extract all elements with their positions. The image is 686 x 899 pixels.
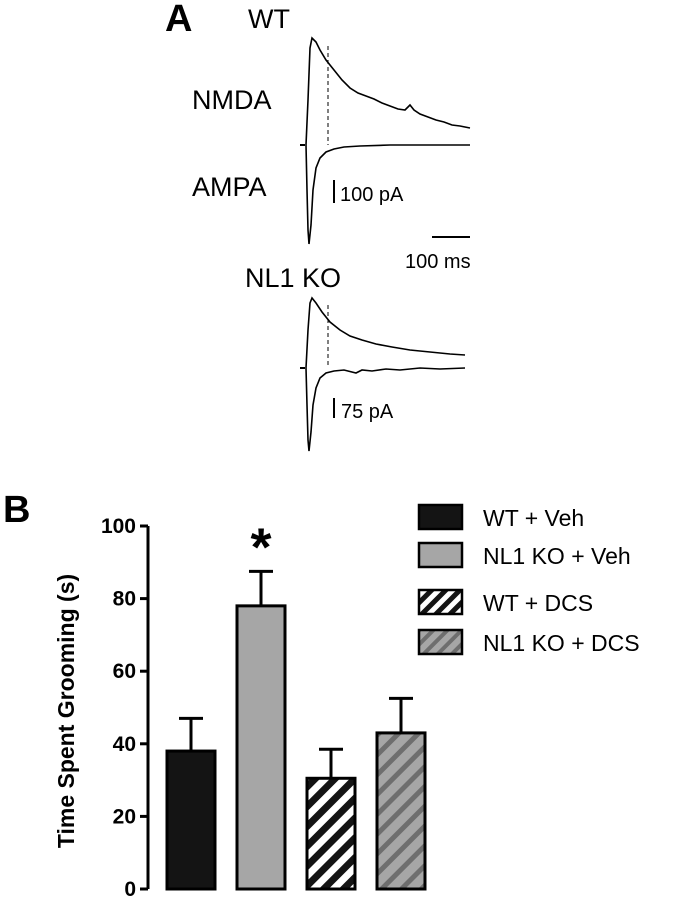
ko-ampa-trace xyxy=(305,367,466,452)
panel-b-bar-chart: B Time Spent Grooming (s) 0 20 40 60 80 100 *… xyxy=(3,489,640,899)
y-tick-label: 20 xyxy=(113,805,136,828)
bar-nl1-ko-veh xyxy=(235,604,287,891)
wt-current-scale-label: 100 pA xyxy=(340,184,404,206)
y-axis: 0 20 40 60 80 100 xyxy=(101,515,150,899)
y-tick-label: 80 xyxy=(113,588,136,611)
ampa-label: AMPA xyxy=(192,172,267,202)
nmda-label: NMDA xyxy=(192,85,272,115)
ko-current-scale-label: 75 pA xyxy=(341,401,394,423)
y-tick-label: 60 xyxy=(113,660,136,683)
panel-a-letter: A xyxy=(165,0,192,40)
y-tick-label: 0 xyxy=(124,878,136,899)
bars: * xyxy=(165,517,427,891)
wt-ampa-trace xyxy=(305,144,470,245)
legend-label: WT + Veh xyxy=(483,505,584,531)
legend-swatch xyxy=(417,541,464,569)
bar-wt-veh xyxy=(165,749,217,891)
wt-title: WT xyxy=(248,4,290,34)
time-scale-label: 100 ms xyxy=(405,251,471,273)
legend: WT + Veh NL1 KO + Veh WT + DCS NL1 KO + DCS xyxy=(417,503,640,656)
legend-label: WT + DCS xyxy=(483,590,593,616)
panel-b-letter: B xyxy=(3,489,30,531)
legend-label: NL1 KO + Veh xyxy=(483,543,631,569)
legend-swatch xyxy=(417,503,464,531)
legend-swatch xyxy=(417,628,464,656)
ko-title: NL1 KO xyxy=(245,263,341,293)
bar-nl1-ko-dcs xyxy=(375,731,427,891)
bar-wt-dcs xyxy=(305,776,357,891)
y-tick-label: 40 xyxy=(113,733,136,756)
panel-a-traces: A WT NMDA AMPA 100 pA 100 ms NL1 KO 75 p… xyxy=(165,0,471,452)
legend-swatch xyxy=(417,588,464,616)
significance-star: * xyxy=(250,517,271,577)
y-axis-label: Time Spent Grooming (s) xyxy=(53,574,79,848)
ko-nmda-trace xyxy=(305,296,466,369)
y-tick-label: 100 xyxy=(101,515,136,538)
wt-nmda-trace xyxy=(305,36,471,146)
legend-label: NL1 KO + DCS xyxy=(483,630,640,656)
